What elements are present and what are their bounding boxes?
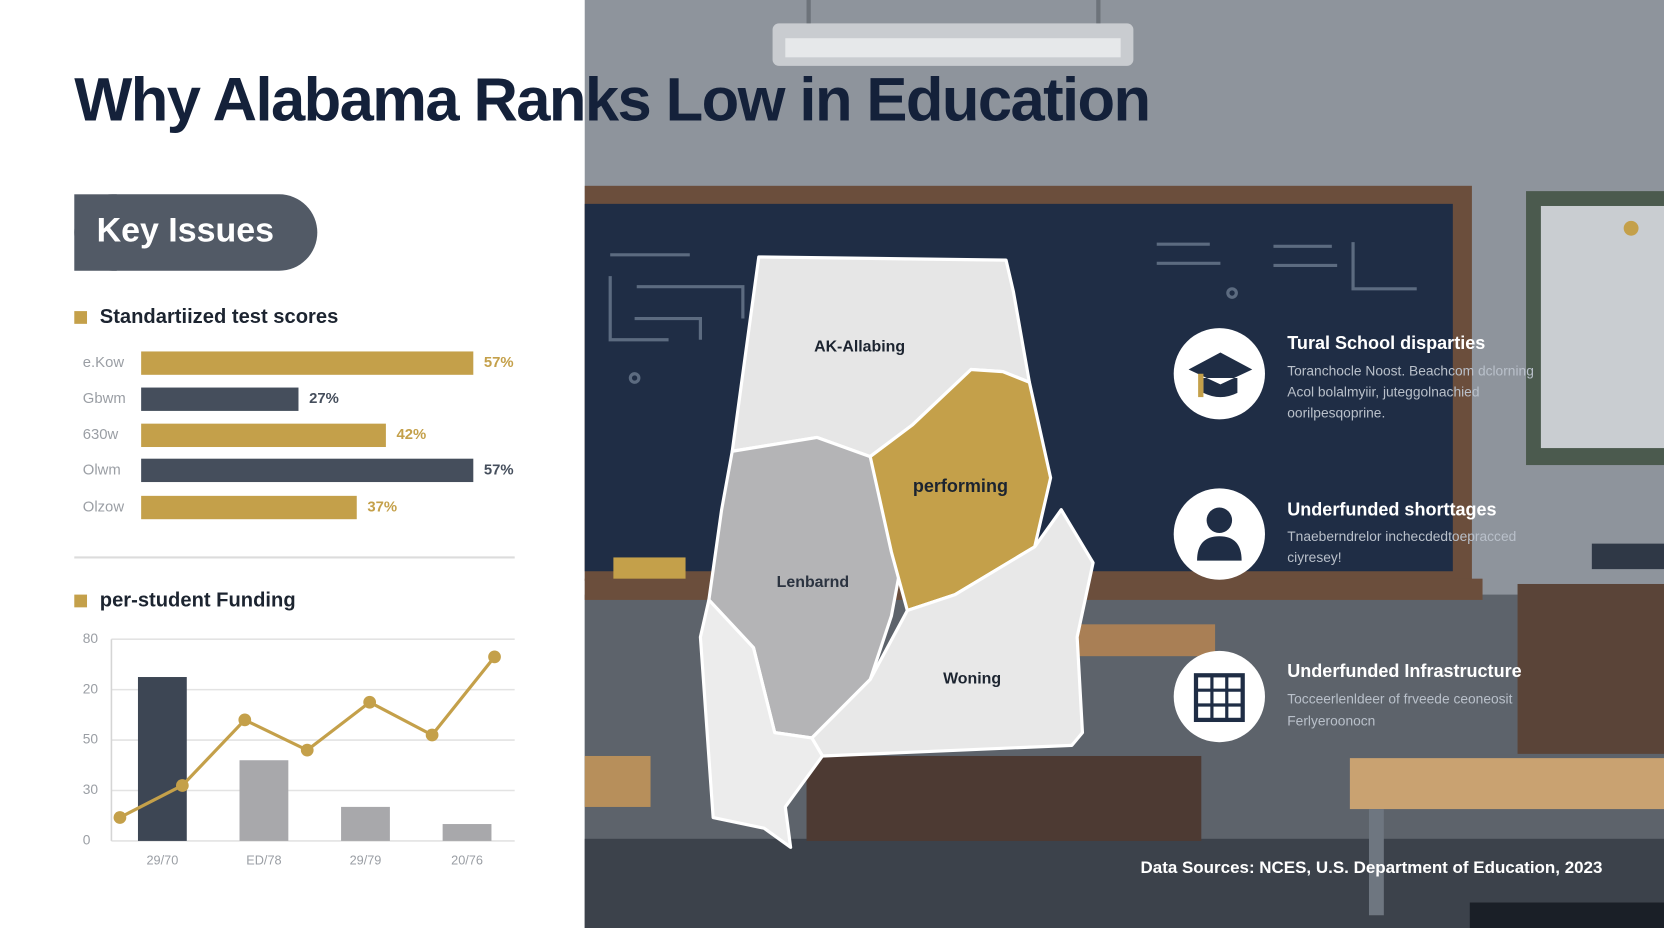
data-label: 37%	[367, 499, 397, 515]
y-tick-label: 630w	[83, 427, 119, 443]
y-tick-label: Olzow	[83, 499, 125, 515]
y-tick-label: 0	[83, 833, 91, 848]
y-tick-label: 80	[83, 631, 99, 646]
x-tick-label: ED/78	[246, 852, 281, 867]
person-body	[1197, 536, 1242, 561]
alabama-map	[698, 255, 1095, 849]
map-label: AK-Allabing	[814, 338, 905, 355]
issue-title: Underfunded Infrastructure	[1287, 661, 1521, 681]
chair	[1469, 902, 1664, 928]
map-region-central	[868, 367, 1053, 613]
issue-icon	[1173, 650, 1265, 743]
data-label: 27%	[309, 391, 339, 407]
section-marker	[74, 311, 88, 324]
y-tick-label: 20	[83, 681, 99, 696]
bar	[137, 677, 187, 841]
books	[1591, 543, 1664, 570]
ceiling-light-panel	[785, 38, 1121, 58]
bar	[141, 387, 299, 411]
map-region-east	[810, 508, 1095, 758]
teacher-desk	[806, 755, 1202, 841]
bar	[141, 458, 474, 483]
line-point	[300, 743, 314, 757]
map-region-south	[698, 598, 825, 849]
y-tick-label: Olwm	[83, 462, 121, 478]
person-head	[1206, 507, 1233, 534]
bar	[141, 423, 386, 448]
key-issues-pill	[74, 194, 318, 271]
x-tick-label: 29/79	[350, 852, 382, 867]
graduation-cap	[1188, 352, 1253, 398]
issue-text: Tocceerlenldeer of frveede ceoneosit	[1287, 691, 1512, 706]
y-tick-label: 50	[83, 732, 99, 747]
issue-text: ciyresey!	[1287, 550, 1341, 565]
line-point	[363, 695, 377, 709]
map-label: Woning	[943, 671, 1001, 688]
cabinet	[1517, 583, 1664, 754]
issue-text: Toranchocle Noost. Beachcom dclorning	[1287, 363, 1534, 378]
issue-title: Tural School disparties	[1287, 333, 1485, 353]
y-tick-label: 30	[83, 782, 99, 797]
map-label: Lenbarnd	[777, 574, 849, 591]
desk-top	[1066, 624, 1216, 657]
line-point	[425, 728, 439, 742]
key-issues-label: Key Issues	[97, 211, 274, 249]
key-issues-pill-edge	[74, 194, 117, 271]
source: Data Sources: NCES, U.S. Department of E…	[1141, 858, 1603, 877]
line-point	[175, 779, 189, 792]
issue-text: Tnaeberndrelor inchecdedtoepracced	[1287, 529, 1516, 544]
bar	[442, 824, 492, 841]
page-title: Why Alabama Ranks Low in Education	[74, 65, 1149, 134]
y-tick-label: Gbwm	[83, 391, 126, 407]
desk-leg	[1368, 809, 1384, 916]
building-grid	[1196, 675, 1243, 720]
building	[1193, 673, 1245, 723]
data-label: 57%	[484, 462, 514, 478]
issue-text: oorilpesqoprine.	[1287, 406, 1385, 421]
data-label: 57%	[484, 355, 514, 371]
chalk-box	[613, 557, 686, 579]
bar	[141, 351, 474, 375]
line-point	[238, 713, 252, 727]
student-desk	[1349, 758, 1664, 810]
issue-text: Ferlyeroonocn	[1287, 714, 1375, 729]
bar	[239, 760, 289, 841]
x-tick-label: 29/70	[146, 852, 178, 867]
student-desk	[584, 755, 651, 807]
bar	[341, 806, 390, 841]
chalk-doodles	[608, 242, 1417, 384]
issue-title: Underfunded shorttages	[1287, 499, 1496, 519]
line-point	[488, 650, 501, 664]
data-label: 42%	[397, 427, 427, 443]
x-tick-label: 20/76	[451, 852, 483, 867]
y-tick-label: e.Kow	[83, 355, 125, 371]
bar	[141, 495, 357, 520]
pin	[1623, 220, 1639, 236]
line-point	[113, 811, 127, 824]
chart-title: per-student Funding	[100, 589, 296, 611]
chart-title: Standartiized test scores	[100, 306, 339, 328]
notice-paper	[1540, 205, 1664, 449]
issue-icon	[1173, 488, 1265, 580]
issue-text: Acol bolalmyiir, juteggolnachied	[1287, 384, 1479, 399]
tassel	[1198, 373, 1204, 398]
map-label: performing	[913, 476, 1008, 496]
section-marker	[74, 594, 88, 608]
